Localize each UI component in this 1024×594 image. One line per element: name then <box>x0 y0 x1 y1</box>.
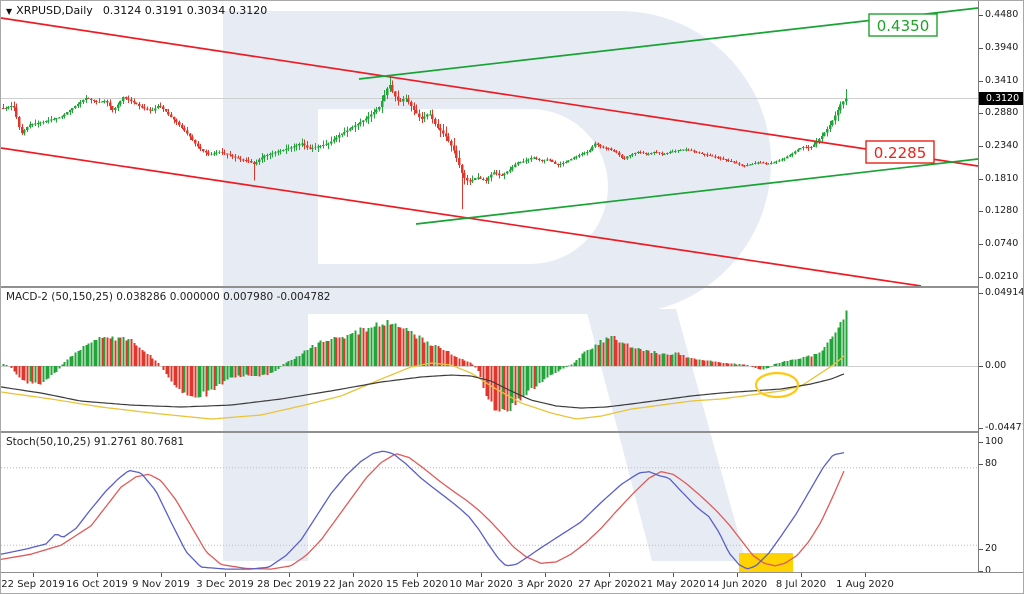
indicator-line <box>1 355 845 420</box>
date-label: 3 Dec 2019 <box>196 579 254 590</box>
date-tick <box>289 573 290 577</box>
scale-label: 0.00 <box>985 360 1007 371</box>
scale-label: 80 <box>985 458 998 469</box>
date-label: 27 Apr 2020 <box>578 579 640 590</box>
scale-label: 0.1280 <box>985 205 1019 216</box>
scale-tick <box>979 15 983 16</box>
date-tick <box>417 573 418 577</box>
date-label: 3 Apr 2020 <box>517 579 573 590</box>
date-label: 1 Aug 2020 <box>836 579 894 590</box>
date-label: 16 Oct 2019 <box>66 579 128 590</box>
date-tick <box>33 573 34 577</box>
scale-label: 0.0210 <box>985 271 1019 282</box>
scale-tick <box>979 277 983 278</box>
scale-tick <box>979 464 983 465</box>
scale-tick <box>979 549 983 550</box>
scale-label: 0.3940 <box>985 42 1019 53</box>
scale-label: 0.3410 <box>985 75 1019 86</box>
date-tick <box>865 573 866 577</box>
date-label: 14 Jun 2020 <box>706 579 768 590</box>
date-tick <box>481 573 482 577</box>
scale-tick <box>979 571 983 572</box>
date-tick <box>225 573 226 577</box>
scale-tick <box>979 81 983 82</box>
scale-label: 0.1810 <box>985 173 1019 184</box>
panel-separator[interactable] <box>1 431 1023 433</box>
svg-text:0.2285: 0.2285 <box>874 144 927 162</box>
stoch-indicator-panel[interactable] <box>1 433 978 572</box>
indicator-line <box>1 450 845 570</box>
date-label: 28 Dec 2019 <box>257 579 321 590</box>
date-label: 15 Feb 2020 <box>385 579 449 590</box>
macd-label: MACD-2 (50,150,25) 0.038286 0.000000 0.0… <box>6 291 331 303</box>
stoch-label: Stoch(50,10,25) 91.2761 80.7681 <box>6 436 185 448</box>
scale-label: -0.044712 <box>985 422 1023 433</box>
scale-tick <box>979 179 983 180</box>
scale-label: 100 <box>985 436 1004 447</box>
date-label: 21 May 2020 <box>640 579 706 590</box>
svg-text:0.4350: 0.4350 <box>877 17 930 35</box>
scale-tick <box>979 113 983 114</box>
scale-label: 0.2340 <box>985 140 1019 151</box>
date-label: 9 Nov 2019 <box>132 579 190 590</box>
candlesticks <box>2 77 848 209</box>
price-level-label[interactable]: 0.4350 <box>868 13 938 37</box>
scale-label: 20 <box>985 543 998 554</box>
panel-separator[interactable] <box>1 286 1023 288</box>
macd-histogram <box>2 310 848 412</box>
scale-tick <box>979 48 983 49</box>
date-label: 22 Sep 2019 <box>1 579 65 590</box>
date-tick <box>161 573 162 577</box>
date-label: 10 Mar 2020 <box>449 579 513 590</box>
scale-label: 0 <box>985 565 992 576</box>
scale-label: 0.4480 <box>985 9 1019 20</box>
trendline-descending-resistance[interactable] <box>1 17 978 167</box>
macd-indicator-panel[interactable] <box>1 288 978 431</box>
scale-tick <box>979 146 983 147</box>
symbol-timeframe: XRPUSD,Daily <box>16 4 93 17</box>
date-tick <box>801 573 802 577</box>
scale-tick <box>979 244 983 245</box>
scale-tick <box>979 428 983 429</box>
symbol-dropdown-icon[interactable]: ▼ <box>6 7 13 16</box>
scale-label: 0.0740 <box>985 238 1019 249</box>
price-level-label[interactable]: 0.2285 <box>865 140 935 164</box>
macd-highlight-ellipse[interactable] <box>754 371 800 399</box>
date-tick <box>97 573 98 577</box>
date-label: 22 Jan 2020 <box>323 579 383 590</box>
chart-title: ▼ XRPUSD,Daily 0.3124 0.3191 0.3034 0.3120 <box>6 4 267 17</box>
current-price-tag: 0.3120 <box>979 92 1023 105</box>
scale-tick <box>979 293 983 294</box>
indicator-line <box>1 373 845 409</box>
main-price-chart[interactable]: 0.4350 0.2285 <box>1 1 978 286</box>
trendline-descending-support[interactable] <box>1 147 922 286</box>
scale-tick <box>979 366 983 367</box>
date-tick <box>673 573 674 577</box>
ohlc-values: 0.3124 0.3191 0.3034 0.3120 <box>102 4 268 17</box>
scale-label: 0.049141 <box>985 287 1024 298</box>
trendline-rising-support[interactable] <box>415 158 978 225</box>
indicator-line <box>1 453 845 570</box>
scale-label: 0.2880 <box>985 107 1019 118</box>
scale-tick <box>979 442 983 443</box>
date-tick <box>545 573 546 577</box>
date-tick <box>737 573 738 577</box>
time-axis[interactable]: 22 Sep 2019 16 Oct 2019 9 Nov 2019 3 Dec 20… <box>1 572 1023 593</box>
date-tick <box>609 573 610 577</box>
scale-tick <box>979 211 983 212</box>
date-label: 8 Jul 2020 <box>775 579 827 590</box>
date-tick <box>353 573 354 577</box>
price-scale[interactable]: 0.4480 0.3940 0.3410 0.2880 0.2340 0.1810 0.12… <box>978 1 1024 576</box>
